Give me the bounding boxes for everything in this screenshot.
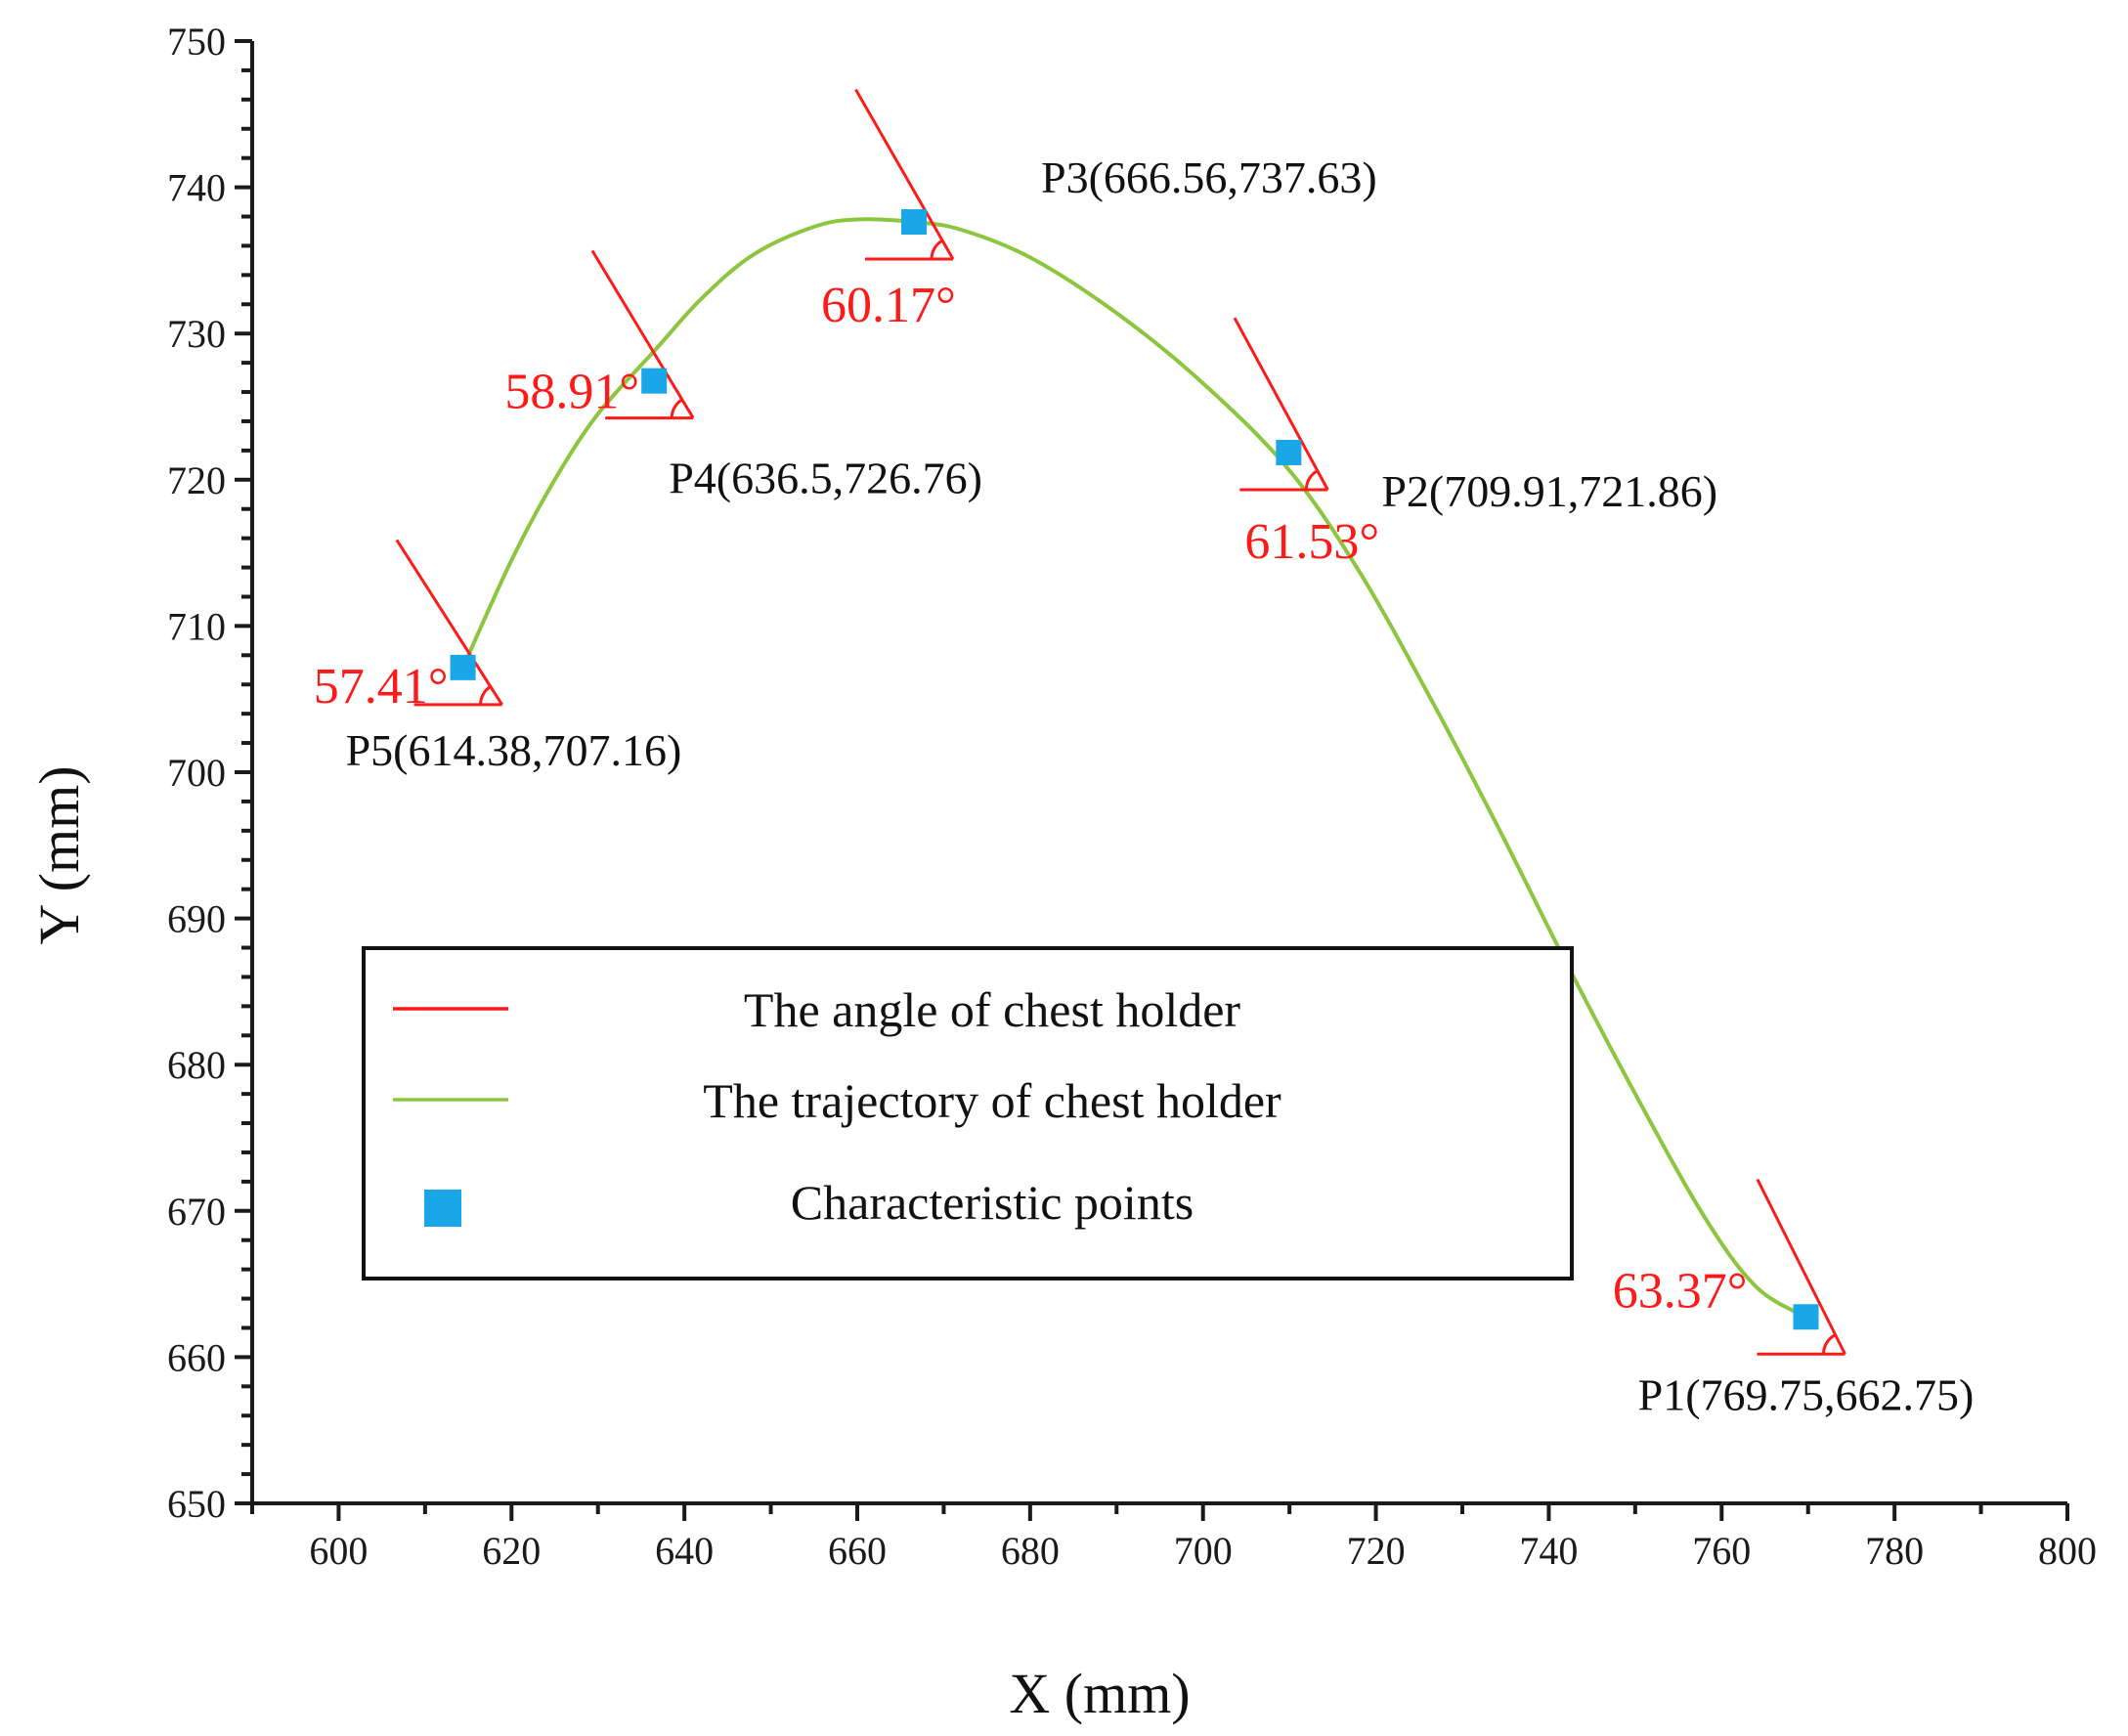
x-tick-label: 800 — [2038, 1529, 2097, 1573]
y-tick-label: 720 — [167, 458, 226, 502]
angle-line — [1756, 1178, 1846, 1355]
legend: The angle of chest holder The trajectory … — [362, 946, 1574, 1280]
point-p1: P1(769.75,662.75) 63.37° — [1613, 1178, 1975, 1419]
x-axis-title: X (mm) — [1009, 1662, 1190, 1725]
x-tick-label: 780 — [1865, 1529, 1924, 1573]
angle-label: 58.91° — [504, 365, 639, 420]
angle-arc — [479, 685, 492, 705]
y-tick-label: 740 — [167, 166, 226, 210]
x-tick-label: 700 — [1174, 1529, 1233, 1573]
angle-label: 60.17° — [821, 278, 956, 333]
characteristic-point-marker — [1276, 439, 1302, 465]
legend-box — [362, 946, 1574, 1280]
characteristic-point-marker — [901, 209, 928, 236]
axes: 600 620 640 660 680 700 720 740 760 780 800 650 660 6… — [167, 20, 2097, 1573]
angle-line — [1233, 317, 1329, 491]
angle-line — [395, 539, 503, 706]
x-tick-label: 720 — [1347, 1529, 1406, 1573]
y-axis-title: Y (mm) — [27, 765, 91, 944]
y-tick-label: 730 — [167, 312, 226, 356]
y-tick-label: 750 — [167, 20, 226, 64]
point-label: P5(614.38,707.16) — [346, 725, 682, 775]
point-p5: P5(614.38,707.16) 57.41° — [314, 539, 682, 775]
y-tick-label: 670 — [167, 1190, 226, 1234]
y-tick-label: 710 — [167, 604, 226, 648]
angle-label: 61.53° — [1244, 514, 1379, 570]
point-label: P2(709.91,721.86) — [1381, 466, 1717, 516]
trajectory-line — [460, 217, 1807, 1320]
y-tick-label: 700 — [167, 751, 226, 795]
legend-label: Characteristic points — [791, 1175, 1194, 1230]
x-tick-label: 620 — [482, 1529, 541, 1573]
angle-line — [854, 88, 955, 260]
point-label: P1(769.75,662.75) — [1638, 1369, 1975, 1419]
characteristic-point-marker — [450, 654, 476, 680]
angle-arc — [1304, 469, 1319, 491]
point-label: P4(636.5,726.76) — [669, 454, 982, 503]
characteristic-point-marker — [641, 368, 668, 394]
angle-arc — [930, 239, 943, 260]
y-tick-label: 680 — [167, 1043, 226, 1087]
legend-label: The angle of chest holder — [744, 982, 1240, 1037]
x-tick-label: 760 — [1692, 1529, 1751, 1573]
legend-swatch-points — [424, 1190, 461, 1227]
trajectory-series — [460, 217, 1807, 1320]
point-p4: P4(636.5,726.76) 58.91° — [504, 249, 982, 503]
y-tick-label: 660 — [167, 1335, 226, 1379]
point-label: P3(666.56,737.63) — [1041, 152, 1377, 202]
x-tick-label: 740 — [1519, 1529, 1578, 1573]
angle-label: 63.37° — [1613, 1263, 1748, 1319]
x-tick-label: 680 — [1001, 1529, 1060, 1573]
characteristic-point-marker — [1793, 1304, 1819, 1330]
angle-label: 57.41° — [314, 659, 449, 715]
angle-line — [590, 249, 695, 419]
y-tick-label: 690 — [167, 897, 226, 941]
x-tick-label: 660 — [828, 1529, 887, 1573]
x-tick-label: 640 — [655, 1529, 714, 1573]
y-tick-label: 650 — [167, 1482, 226, 1526]
characteristic-points: P1(769.75,662.75) 63.37° P2(709.91,721.86)… — [314, 88, 1975, 1419]
x-tick-label: 600 — [309, 1529, 368, 1573]
legend-label: The trajectory of chest holder — [703, 1073, 1281, 1128]
point-p2: P2(709.91,721.86)61.53° — [1233, 317, 1717, 570]
angle-arc — [1821, 1333, 1837, 1355]
point-p3: P3(666.56,737.63) 60.17° — [821, 88, 1377, 333]
angle-arc — [670, 398, 683, 418]
